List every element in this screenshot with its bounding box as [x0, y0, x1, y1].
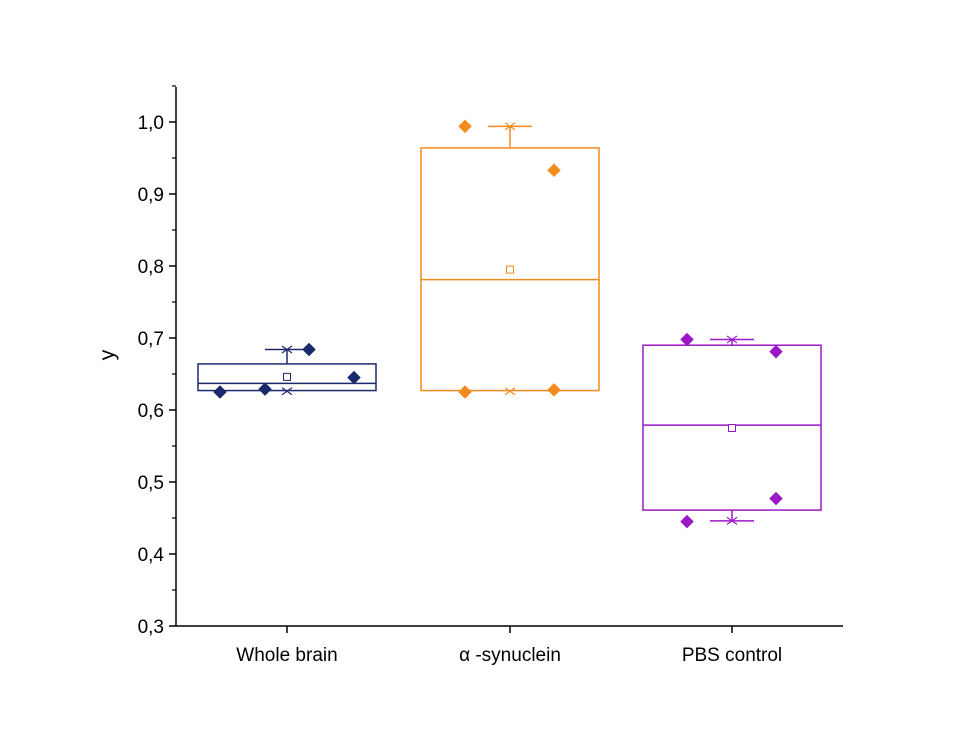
max-marker-stroke-b	[281, 345, 293, 354]
y-tick-label: 0,6	[138, 401, 164, 422]
max-marker-stroke-b	[726, 335, 738, 344]
max-marker	[504, 122, 516, 131]
y-tick-label: 0,4	[138, 545, 165, 566]
box-group-2	[420, 119, 600, 399]
min-marker	[281, 387, 293, 396]
x-ticks: Whole brain α -synuclein PBS control	[236, 626, 782, 666]
min-marker	[726, 516, 738, 525]
mean-marker	[728, 424, 736, 432]
y-tick-label: 0,9	[138, 185, 164, 206]
min-marker-stroke-b	[504, 387, 516, 396]
data-point	[347, 370, 361, 385]
x-category-label: PBS control	[682, 645, 782, 666]
y-ticks: 0,3 0,4 0,5 0,6 0,7 0,8 0,9 1,0	[138, 85, 176, 638]
data-point	[213, 385, 227, 399]
min-marker	[504, 387, 516, 396]
min-marker-stroke-b	[281, 387, 293, 396]
max-marker	[726, 335, 738, 344]
box-group-1	[197, 342, 377, 399]
data-point	[547, 382, 561, 397]
mean-marker	[506, 265, 514, 274]
data-point	[769, 491, 783, 506]
mean-marker	[283, 372, 291, 381]
data-point	[680, 514, 694, 529]
data-point	[302, 342, 316, 357]
x-category-label: α -synuclein	[459, 645, 561, 666]
y-axis-title: y	[96, 349, 119, 360]
data-point	[458, 119, 472, 134]
boxes	[197, 119, 822, 529]
axes	[175, 87, 843, 627]
y-tick-label: 0,3	[138, 617, 164, 638]
y-tick-label: 0,8	[138, 257, 164, 278]
y-tick-label: 0,7	[138, 329, 164, 350]
data-point	[769, 344, 783, 359]
y-tick-label: 0,5	[138, 473, 164, 494]
data-point	[680, 332, 694, 347]
box-group-3	[642, 332, 822, 529]
data-point	[458, 385, 472, 399]
min-marker-stroke-b	[726, 516, 738, 525]
data-point	[258, 382, 272, 396]
max-marker-stroke-b	[504, 122, 516, 131]
max-marker	[281, 345, 293, 354]
y-tick-label: 1,0	[138, 113, 164, 134]
data-point	[547, 163, 561, 178]
x-category-label: Whole brain	[236, 645, 337, 666]
